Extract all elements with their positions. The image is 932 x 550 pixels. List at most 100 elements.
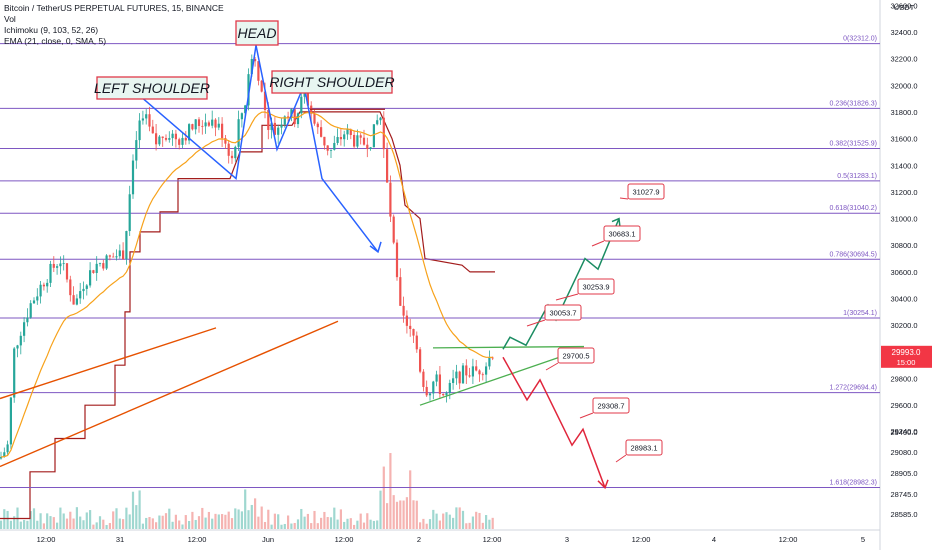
legend-symbol[interactable]: Bitcoin / TetherUS PERPETUAL FUTURES, 15…	[4, 3, 224, 13]
candle-body	[438, 374, 441, 394]
candle-body	[366, 144, 369, 149]
candle-body	[458, 371, 461, 384]
candle-body	[234, 146, 237, 159]
fib-level-label: 1.618(28982.3)	[830, 480, 877, 487]
candle-body	[254, 58, 257, 62]
volume-bar	[52, 517, 55, 529]
fib-level-label: 0.5(31283.1)	[837, 173, 877, 180]
candle-body	[108, 255, 111, 257]
time-tick-label: 2	[417, 535, 421, 544]
volume-bar	[329, 517, 333, 529]
price-tick-label: 32400.0	[890, 28, 917, 37]
volume-bar	[161, 515, 164, 529]
volume-bar	[171, 521, 174, 529]
legend-ichimoku[interactable]: Ichimoku (9, 103, 52, 26)	[4, 25, 99, 35]
candle-body	[145, 114, 148, 119]
candle-body	[488, 357, 491, 367]
volume-bar	[458, 507, 461, 529]
target-callout-pointer	[579, 412, 594, 419]
volume-bar	[56, 522, 59, 529]
volume-bar	[395, 501, 399, 529]
fib-level-label: 0.786(30694.5)	[830, 251, 877, 258]
volume-bar	[122, 519, 125, 529]
candle-body	[376, 120, 379, 125]
volume-bar	[471, 516, 474, 529]
annotation-labels: LEFT SHOULDER HEAD RIGHT SHOULDER 30053.7 30…	[94, 20, 665, 463]
candle-body	[161, 136, 164, 138]
volume-bar	[72, 518, 75, 529]
candle-body	[102, 263, 105, 269]
price-tick-label: 32200.0	[890, 55, 917, 64]
volume-bar	[59, 507, 62, 529]
candle-body	[465, 365, 468, 376]
target-callout-value: 29308.7	[597, 402, 624, 411]
triangle-lower	[419, 351, 576, 406]
candle-body	[353, 134, 356, 147]
candle-body	[168, 138, 171, 140]
volume-bar	[23, 519, 26, 529]
volume-bar	[98, 516, 102, 529]
ema-path	[0, 111, 493, 458]
candle-body	[316, 123, 319, 128]
pattern-label-box	[271, 70, 393, 94]
volume-bar	[283, 523, 286, 529]
candle-body	[122, 250, 125, 260]
legend-vol[interactable]: Vol	[4, 14, 16, 24]
candle-body	[112, 256, 115, 258]
target-callout-value: 28983.1	[630, 444, 657, 453]
candle-body	[475, 366, 478, 371]
candle-body	[118, 250, 121, 257]
volume-bar	[428, 519, 432, 529]
candle-body	[224, 138, 227, 144]
candle-body	[386, 149, 389, 183]
volume-bar	[79, 516, 82, 529]
candle-body	[188, 124, 191, 141]
candle-body	[448, 382, 451, 394]
candle-body	[409, 325, 412, 330]
volume-bar	[359, 513, 362, 529]
candle-body	[359, 135, 362, 138]
candle-body	[62, 263, 65, 265]
volume-bar	[49, 516, 52, 529]
volume-bars	[0, 453, 494, 529]
target-callout-box	[544, 304, 582, 321]
candle-body	[435, 374, 438, 382]
candle-body	[270, 122, 273, 130]
volume-bar	[240, 511, 243, 529]
volume-bar	[174, 514, 177, 529]
chart-legend: Bitcoin / TetherUS PERPETUAL FUTURES, 15…	[4, 3, 224, 47]
price-tick-label: 29080.0	[890, 448, 917, 457]
volume-bar	[399, 500, 402, 529]
volume-bar	[65, 518, 69, 529]
fib-level-label: 1.272(29694.4)	[830, 385, 877, 392]
volume-bar	[481, 522, 484, 529]
candle-body	[485, 366, 488, 375]
legend-ema[interactable]: EMA (21, close, 0, SMA, 5)	[4, 36, 107, 46]
fib-level-label: 0.618(31040.2)	[830, 205, 877, 212]
candle-body	[42, 284, 45, 287]
candle-body	[184, 137, 187, 141]
candle-body	[65, 263, 69, 280]
target-callout-pointer	[526, 319, 546, 327]
volume-bar	[69, 511, 72, 529]
volume-bar	[353, 524, 356, 529]
candle-body	[26, 317, 29, 323]
volume-bar	[376, 520, 379, 529]
volume-bar	[405, 497, 408, 529]
candle-body	[214, 119, 217, 128]
candle-body	[148, 114, 151, 127]
candle-body	[399, 277, 402, 306]
price-tick-label: 28905.0	[890, 469, 917, 478]
target-callout-pointer	[619, 197, 629, 200]
candle-body	[405, 315, 408, 326]
volume-bar	[333, 507, 336, 529]
candle-body	[3, 452, 6, 457]
volume-bar	[135, 505, 138, 529]
volume-bar	[62, 513, 65, 529]
candle-body	[422, 371, 425, 387]
candle-body	[442, 393, 445, 396]
candle-body	[135, 140, 138, 161]
volume-bar	[386, 503, 389, 529]
time-tick-label: 12:00	[632, 535, 651, 544]
